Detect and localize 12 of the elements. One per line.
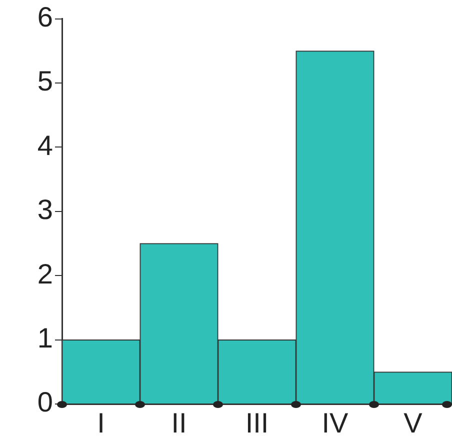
- x-tick-label: II: [171, 408, 187, 439]
- y-tick-label: 5: [37, 66, 53, 97]
- x-tick-label: III: [245, 408, 269, 439]
- x-tick-label: V: [404, 408, 423, 439]
- y-tick-label: 4: [37, 130, 53, 161]
- y-tick-label: 2: [37, 258, 53, 290]
- x-tick-label: IV: [322, 408, 349, 439]
- y-tick-label: 1: [37, 322, 53, 354]
- y-tick-label: 0: [37, 386, 53, 418]
- y-tick-label: 3: [37, 194, 53, 226]
- y-tick-label: 6: [37, 2, 53, 33]
- x-tick-label: I: [97, 408, 105, 439]
